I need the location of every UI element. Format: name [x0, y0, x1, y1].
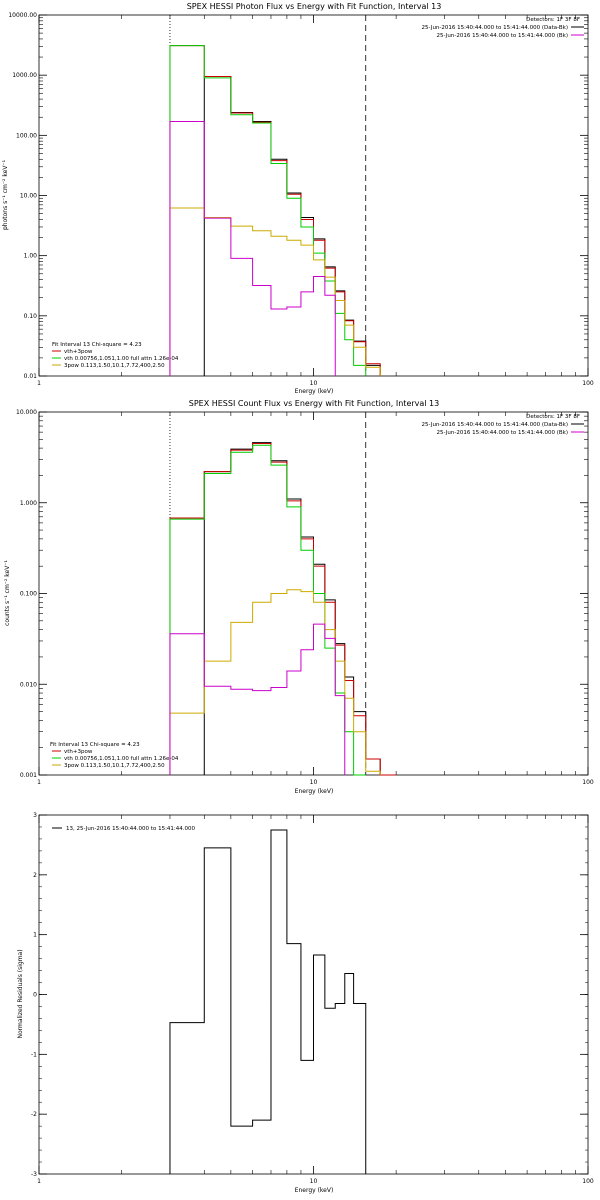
series-vth-3pow	[169, 45, 381, 376]
series-bk	[169, 623, 346, 775]
y-tick-label: -2	[31, 1111, 37, 1118]
series-13-25-jun-2016-15-40-44-000-to-15-41-44-000	[169, 829, 367, 1174]
legend-entry-bk: 25-Jun-2016 15:40:44.000 to 15:41:44.000…	[436, 430, 568, 436]
series-3pow	[169, 589, 381, 775]
fit-legend-3pow: 3pow 0.113,1.50,10.1,7.72,400,2.50	[64, 363, 165, 369]
detectors-label: Detectors: 1F 3F 8F	[526, 17, 580, 23]
x-axis-label: Energy (keV)	[295, 788, 334, 795]
series-vth	[169, 45, 367, 376]
y-tick-label: 10000.00	[8, 12, 37, 19]
series-data-bk	[203, 442, 397, 776]
chart-title: SPEX HESSI Photon Flux vs Energy with Fi…	[187, 2, 442, 11]
y-tick-label: 100.00	[16, 132, 37, 139]
y-axis-label: Normalized Residuals (sigma)	[17, 949, 24, 1038]
x-tick-label: 10	[310, 779, 318, 786]
x-axis-label: Energy (keV)	[295, 388, 334, 395]
y-tick-label: -3	[31, 1171, 37, 1178]
y-tick-label: 0.010	[20, 681, 37, 688]
y-tick-label: 3	[33, 812, 37, 819]
residuals-panel: Energy (keV) Normalized Residuals (sigma…	[17, 812, 594, 1194]
y-tick-label: 0.10	[24, 313, 38, 320]
fit-legend-vth: vth 0.00756,1.051,1.00 full attn 1.26e-0…	[64, 356, 179, 362]
plot-frame	[38, 14, 589, 377]
fit-legend-vth-3pow: vth+3pow	[64, 349, 93, 355]
chart-title: SPEX HESSI Count Flux vs Energy with Fit…	[189, 399, 440, 408]
y-axis-label: photons s⁻¹ cm⁻² keV⁻¹	[2, 159, 9, 230]
x-tick-label: 1	[37, 380, 41, 387]
x-axis-label: Energy (keV)	[295, 1187, 334, 1194]
y-tick-label: 1	[33, 932, 37, 939]
fit-legend-vth: vth 0.00756,1.051,1.00 full attn 1.26e-0…	[64, 756, 179, 762]
fit-legend-header: Fit Interval 13 Chi-square = 4.23	[52, 342, 142, 348]
legend-entry-data-bk: 25-Jun-2016 15:40:44.000 to 15:41:44.000…	[422, 422, 568, 428]
legend-entry-bk: 25-Jun-2016 15:40:44.000 to 15:41:44.000…	[436, 33, 568, 39]
x-tick-label: 10	[310, 380, 318, 387]
x-tick-label: 100	[582, 779, 594, 786]
x-tick-label: 1	[37, 779, 41, 786]
series-3pow	[169, 207, 381, 376]
x-tick-label: 10	[310, 1178, 318, 1185]
y-tick-label: 1.000	[20, 500, 37, 507]
detectors-label: Detectors: 1F 3F 8F	[526, 414, 580, 420]
series-bk	[169, 120, 336, 376]
count-flux-panel: SPEX HESSI Count Flux vs Energy with Fit…	[4, 399, 594, 795]
legend-entry-data-bk: 25-Jun-2016 15:40:44.000 to 15:41:44.000…	[422, 25, 568, 31]
y-tick-label: 10.00	[20, 193, 37, 200]
y-axis-label: counts s⁻¹ cm⁻² keV⁻¹	[4, 560, 11, 626]
x-tick-label: 100	[582, 380, 594, 387]
fit-legend-header: Fit Interval 13 Chi-square = 4.23	[50, 742, 140, 748]
x-tick-label: 1	[37, 1178, 41, 1185]
y-tick-label: 1000.00	[12, 72, 37, 79]
y-tick-label: 1.00	[24, 253, 38, 260]
y-tick-label: 0.100	[20, 591, 37, 598]
legend-entry-residuals: 13, 25-Jun-2016 15:40:44.000 to 15:41:44…	[66, 826, 196, 832]
y-tick-label: 10.000	[16, 409, 37, 416]
y-tick-label: -1	[31, 1051, 37, 1058]
y-tick-label: 2	[33, 872, 37, 879]
y-tick-label: 0.001	[20, 772, 37, 779]
fit-legend-3pow: 3pow 0.113,1.50,10.1,7.72,400,2.50	[64, 763, 165, 769]
photon-flux-panel: SPEX HESSI Photon Flux vs Energy with Fi…	[2, 2, 594, 395]
series-vth	[169, 444, 366, 776]
y-tick-label: 0.01	[24, 373, 38, 380]
x-tick-label: 100	[582, 1178, 594, 1185]
fit-legend-vth-3pow: vth+3pow	[64, 749, 93, 755]
y-tick-label: 0	[33, 992, 37, 999]
